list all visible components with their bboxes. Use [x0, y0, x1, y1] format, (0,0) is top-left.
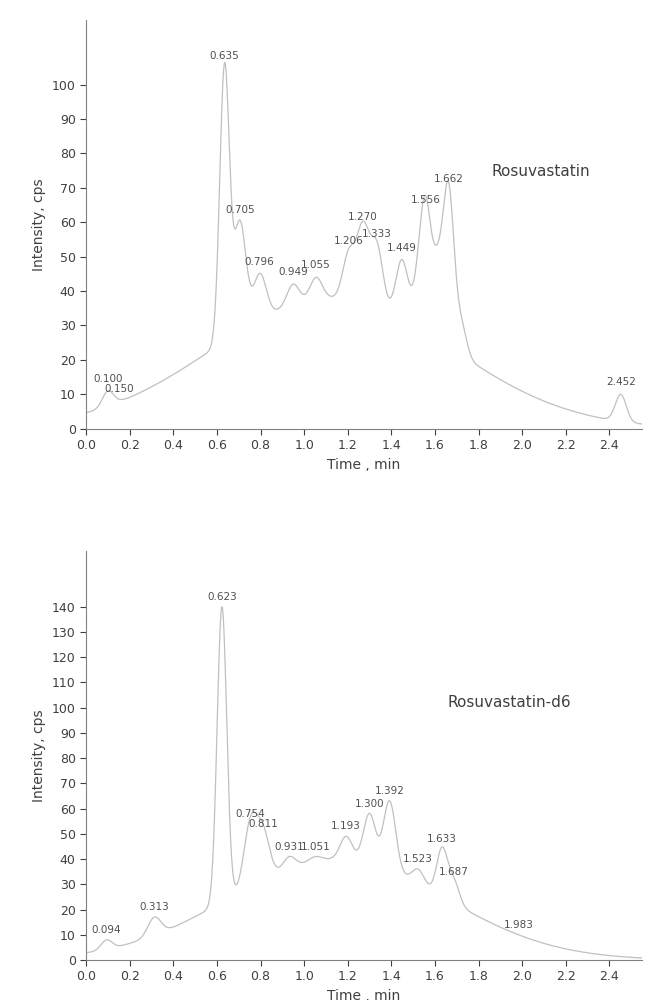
Text: 0.635: 0.635 [210, 51, 240, 61]
Text: 0.796: 0.796 [245, 257, 275, 267]
Text: 0.949: 0.949 [278, 267, 308, 277]
Text: 1.206: 1.206 [334, 236, 364, 246]
Text: 1.300: 1.300 [355, 799, 385, 809]
X-axis label: Time , min: Time , min [328, 458, 401, 472]
Y-axis label: Intensity, cps: Intensity, cps [32, 709, 46, 802]
Y-axis label: Intensity, cps: Intensity, cps [32, 178, 46, 271]
Text: 1.556: 1.556 [410, 195, 440, 205]
Text: 1.051: 1.051 [301, 842, 330, 852]
Text: 1.270: 1.270 [348, 212, 378, 222]
Text: 1.983: 1.983 [504, 920, 534, 930]
Text: 0.150: 0.150 [104, 384, 134, 394]
Text: 1.687: 1.687 [439, 867, 469, 877]
Text: 0.094: 0.094 [92, 925, 121, 935]
Text: 1.392: 1.392 [375, 786, 404, 796]
Text: 1.662: 1.662 [434, 174, 463, 184]
Text: 1.333: 1.333 [362, 229, 392, 239]
Text: 0.931: 0.931 [274, 842, 304, 852]
Text: 2.452: 2.452 [606, 377, 636, 387]
Text: 0.754: 0.754 [236, 809, 265, 819]
Text: 1.193: 1.193 [331, 821, 361, 831]
Text: Rosuvastatin-d6: Rosuvastatin-d6 [448, 695, 571, 710]
Text: 1.449: 1.449 [387, 243, 417, 253]
Text: 0.623: 0.623 [207, 592, 237, 602]
Text: 1.055: 1.055 [301, 260, 331, 270]
X-axis label: Time , min: Time , min [328, 989, 401, 1000]
Text: 0.100: 0.100 [93, 374, 122, 384]
Text: 0.705: 0.705 [225, 205, 255, 215]
Text: Rosuvastatin: Rosuvastatin [492, 164, 591, 179]
Text: 0.811: 0.811 [248, 819, 278, 829]
Text: 1.523: 1.523 [403, 854, 433, 864]
Text: 1.633: 1.633 [427, 834, 457, 844]
Text: 0.313: 0.313 [140, 902, 169, 912]
